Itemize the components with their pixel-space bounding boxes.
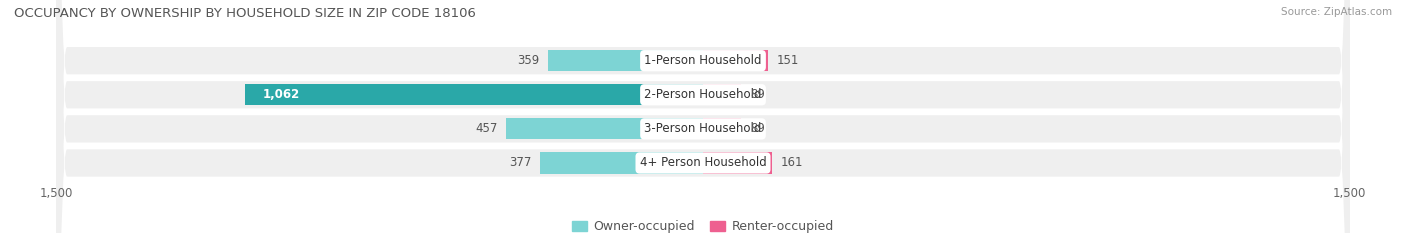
- FancyBboxPatch shape: [56, 0, 1350, 233]
- Bar: [540, 152, 703, 174]
- Text: 89: 89: [749, 88, 765, 101]
- Bar: [506, 118, 703, 140]
- Bar: [703, 50, 768, 71]
- Text: 4+ Person Household: 4+ Person Household: [640, 157, 766, 169]
- Text: 161: 161: [782, 157, 804, 169]
- FancyBboxPatch shape: [56, 0, 1350, 233]
- Text: 377: 377: [509, 157, 531, 169]
- Text: Source: ZipAtlas.com: Source: ZipAtlas.com: [1281, 7, 1392, 17]
- Text: 1,062: 1,062: [263, 88, 299, 101]
- Text: 359: 359: [517, 54, 540, 67]
- Text: 89: 89: [749, 122, 765, 135]
- Text: 2-Person Household: 2-Person Household: [644, 88, 762, 101]
- Bar: [703, 152, 772, 174]
- Bar: [703, 118, 741, 140]
- Text: 3-Person Household: 3-Person Household: [644, 122, 762, 135]
- Text: 1-Person Household: 1-Person Household: [644, 54, 762, 67]
- Bar: [548, 50, 703, 71]
- Legend: Owner-occupied, Renter-occupied: Owner-occupied, Renter-occupied: [568, 215, 838, 233]
- FancyBboxPatch shape: [56, 0, 1350, 233]
- Text: 151: 151: [776, 54, 799, 67]
- FancyBboxPatch shape: [56, 0, 1350, 233]
- Bar: [703, 84, 741, 105]
- Bar: [245, 84, 703, 105]
- Text: 457: 457: [475, 122, 498, 135]
- Text: OCCUPANCY BY OWNERSHIP BY HOUSEHOLD SIZE IN ZIP CODE 18106: OCCUPANCY BY OWNERSHIP BY HOUSEHOLD SIZE…: [14, 7, 477, 20]
